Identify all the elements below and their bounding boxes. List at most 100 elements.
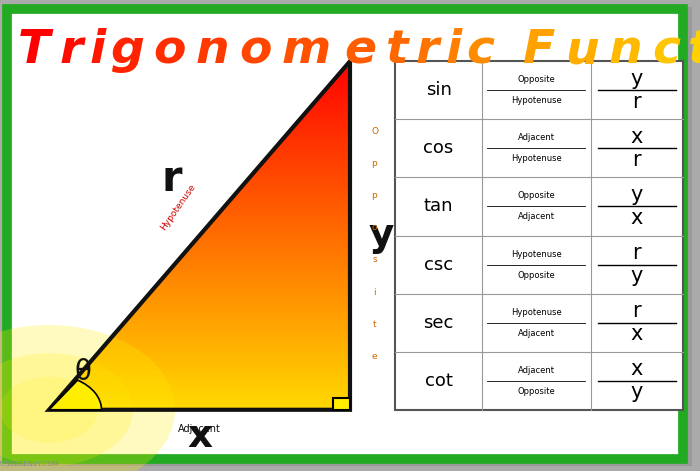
Polygon shape — [273, 149, 350, 151]
Polygon shape — [119, 327, 350, 328]
Polygon shape — [225, 205, 350, 206]
Polygon shape — [107, 341, 350, 342]
Polygon shape — [167, 271, 350, 273]
Polygon shape — [281, 140, 350, 141]
Text: x: x — [187, 417, 212, 455]
Polygon shape — [270, 153, 350, 154]
Polygon shape — [265, 159, 350, 160]
Polygon shape — [287, 133, 350, 134]
Polygon shape — [54, 403, 350, 404]
FancyBboxPatch shape — [8, 7, 692, 466]
Polygon shape — [118, 328, 350, 330]
Polygon shape — [117, 330, 350, 331]
Polygon shape — [239, 188, 350, 189]
Polygon shape — [85, 367, 350, 368]
Polygon shape — [258, 167, 350, 168]
Text: r: r — [59, 28, 83, 73]
Text: Adjacent: Adjacent — [178, 423, 221, 434]
Polygon shape — [160, 281, 350, 282]
Polygon shape — [214, 218, 350, 219]
Polygon shape — [336, 76, 350, 78]
Polygon shape — [250, 176, 350, 178]
Polygon shape — [169, 269, 350, 270]
Polygon shape — [181, 256, 350, 258]
Polygon shape — [337, 75, 350, 76]
Polygon shape — [332, 81, 350, 82]
Polygon shape — [146, 296, 350, 297]
Text: Hypotenuse: Hypotenuse — [511, 96, 561, 105]
Polygon shape — [342, 69, 350, 71]
Polygon shape — [246, 180, 350, 181]
Polygon shape — [307, 110, 350, 111]
Text: i: i — [89, 28, 106, 73]
Bar — [395, 61, 682, 410]
Polygon shape — [148, 293, 350, 295]
Text: g: g — [110, 28, 144, 73]
Polygon shape — [303, 114, 350, 116]
Polygon shape — [288, 132, 350, 133]
Text: Hypotenuse: Hypotenuse — [511, 250, 561, 259]
Polygon shape — [91, 360, 350, 361]
Polygon shape — [334, 79, 350, 80]
Text: T: T — [18, 28, 50, 73]
Polygon shape — [132, 313, 350, 315]
Polygon shape — [160, 280, 350, 281]
Polygon shape — [112, 335, 350, 337]
Polygon shape — [347, 64, 350, 65]
Polygon shape — [102, 348, 350, 349]
Polygon shape — [50, 407, 350, 409]
Polygon shape — [99, 350, 350, 352]
Polygon shape — [179, 258, 350, 259]
Polygon shape — [204, 230, 350, 231]
Text: Adjacent: Adjacent — [517, 329, 554, 338]
Polygon shape — [248, 179, 350, 180]
Polygon shape — [262, 161, 350, 162]
Polygon shape — [133, 311, 350, 312]
Polygon shape — [317, 98, 350, 99]
Polygon shape — [186, 250, 350, 251]
Polygon shape — [144, 298, 350, 300]
Polygon shape — [56, 400, 350, 402]
Polygon shape — [82, 370, 350, 372]
Polygon shape — [237, 191, 350, 193]
Polygon shape — [329, 84, 350, 86]
Text: x: x — [631, 359, 643, 379]
Text: i: i — [373, 287, 376, 297]
Polygon shape — [98, 352, 350, 353]
Polygon shape — [195, 239, 350, 240]
Polygon shape — [294, 125, 350, 126]
Polygon shape — [70, 384, 350, 385]
Polygon shape — [141, 302, 350, 303]
Polygon shape — [65, 390, 350, 391]
Polygon shape — [197, 236, 350, 238]
Polygon shape — [218, 213, 350, 215]
Polygon shape — [340, 72, 350, 73]
Polygon shape — [172, 266, 350, 267]
Polygon shape — [123, 323, 350, 324]
Polygon shape — [274, 148, 350, 149]
Polygon shape — [88, 363, 350, 365]
Polygon shape — [230, 198, 350, 200]
Text: cos: cos — [424, 139, 454, 157]
Polygon shape — [130, 315, 350, 316]
Polygon shape — [61, 395, 350, 396]
Polygon shape — [230, 200, 350, 201]
Polygon shape — [139, 304, 350, 305]
Polygon shape — [280, 141, 350, 143]
FancyBboxPatch shape — [7, 9, 682, 459]
Polygon shape — [232, 197, 350, 198]
Polygon shape — [77, 376, 350, 377]
Polygon shape — [72, 382, 350, 383]
Polygon shape — [330, 83, 350, 84]
Polygon shape — [267, 155, 350, 156]
Polygon shape — [146, 297, 350, 298]
Polygon shape — [292, 128, 350, 129]
Text: o: o — [154, 28, 186, 73]
Polygon shape — [153, 289, 350, 290]
Polygon shape — [267, 156, 350, 158]
Polygon shape — [318, 97, 350, 98]
Polygon shape — [283, 138, 350, 139]
Polygon shape — [113, 334, 350, 335]
Polygon shape — [60, 396, 350, 397]
Polygon shape — [206, 226, 350, 227]
